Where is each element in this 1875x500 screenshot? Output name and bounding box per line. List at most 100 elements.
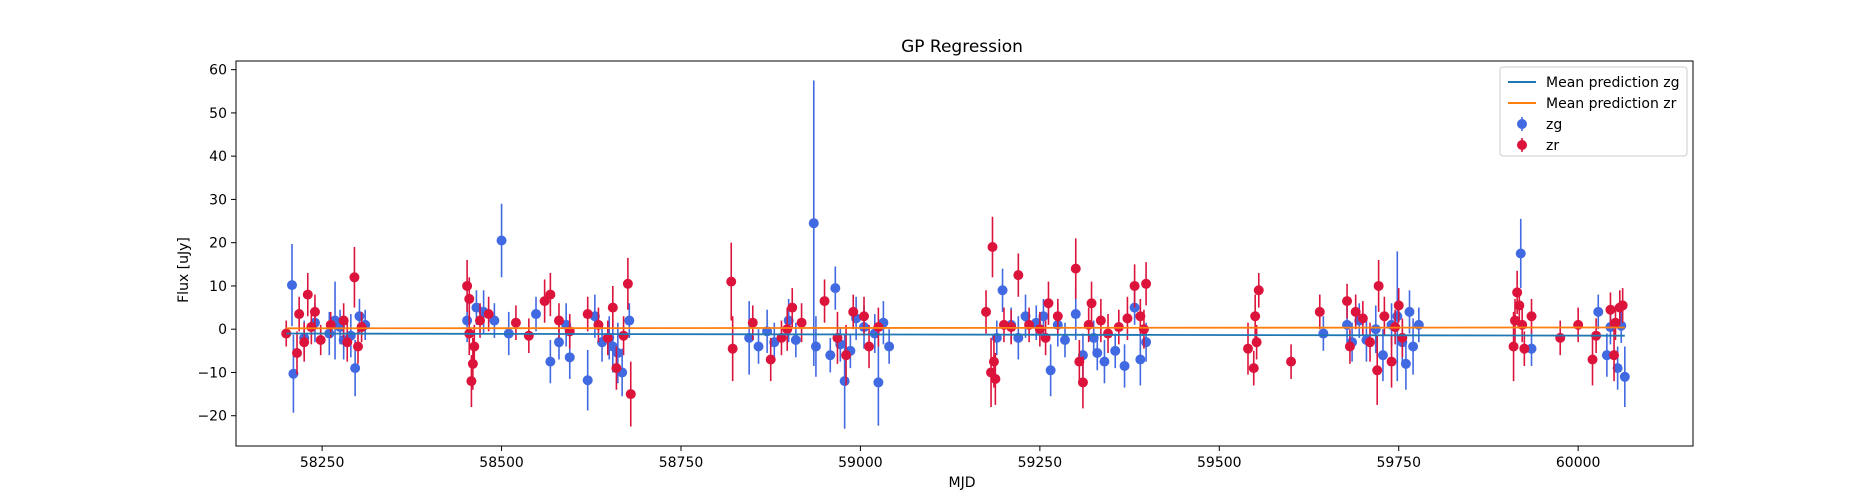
point-zr xyxy=(726,276,737,287)
point-zr xyxy=(1074,356,1085,367)
point-zr xyxy=(1122,313,1133,324)
point-zr xyxy=(1526,311,1537,322)
x-tick-label: 60000 xyxy=(1556,455,1601,471)
point-zr xyxy=(1141,278,1152,289)
point-zr xyxy=(545,289,556,300)
point-zr xyxy=(1512,287,1523,298)
point-zr xyxy=(464,293,475,304)
point-zr xyxy=(1043,298,1054,309)
point-zr xyxy=(315,335,326,346)
point-zr xyxy=(1070,263,1081,274)
point-zr xyxy=(1605,304,1616,315)
point-zr xyxy=(765,354,776,365)
point-zg xyxy=(839,376,850,387)
mean-line-zg xyxy=(286,332,1625,337)
point-zg xyxy=(286,280,297,291)
x-tick-label: 59250 xyxy=(1018,455,1063,471)
point-zr xyxy=(1248,363,1259,374)
point-zr xyxy=(1510,315,1521,326)
point-zg xyxy=(1070,309,1081,320)
point-zg xyxy=(1020,311,1031,322)
point-zg xyxy=(1092,347,1103,358)
point-zg xyxy=(1612,363,1623,374)
point-zg xyxy=(790,335,801,346)
point-zr xyxy=(1344,341,1355,352)
point-zr xyxy=(510,317,521,328)
point-zr xyxy=(1243,343,1254,354)
point-zr xyxy=(1013,270,1024,281)
point-zr xyxy=(1129,280,1140,291)
legend-swatch-zg xyxy=(1517,119,1527,129)
point-zg xyxy=(1400,358,1411,369)
point-zr xyxy=(299,337,310,348)
point-zr xyxy=(607,302,618,313)
point-zr xyxy=(1342,296,1353,307)
point-zr xyxy=(1610,317,1621,328)
point-zg xyxy=(564,352,575,363)
y-tick-label: 50 xyxy=(209,106,227,122)
point-zr xyxy=(1365,337,1376,348)
y-tick-label: 0 xyxy=(218,322,227,338)
point-zg xyxy=(1119,360,1130,371)
point-zr xyxy=(841,350,852,361)
point-zg xyxy=(810,341,821,352)
point-zg xyxy=(744,332,755,343)
point-zr xyxy=(1373,280,1384,291)
point-zg xyxy=(489,315,500,326)
point-zg xyxy=(1141,337,1152,348)
point-zr xyxy=(796,317,807,328)
y-tick-label: −20 xyxy=(197,409,227,425)
point-zr xyxy=(483,309,494,320)
point-zg xyxy=(612,347,623,358)
legend-swatch-zr xyxy=(1517,140,1527,150)
point-zr xyxy=(1052,311,1063,322)
point-zr xyxy=(353,341,364,352)
point-zg xyxy=(783,315,794,326)
point-zg xyxy=(769,337,780,348)
point-zr xyxy=(1095,315,1106,326)
point-zr xyxy=(602,332,613,343)
point-zr xyxy=(787,302,798,313)
point-zr xyxy=(1314,306,1325,317)
x-axis: 58250 58500 58750 59000 59250 59500 59750 60000 xyxy=(300,446,1601,471)
point-zg xyxy=(1110,345,1121,356)
legend-box xyxy=(1499,66,1688,157)
point-zg xyxy=(825,350,836,361)
point-zr xyxy=(523,330,534,341)
point-zr xyxy=(1609,350,1620,361)
point-zr xyxy=(1250,311,1261,322)
point-zr xyxy=(292,347,303,358)
chart-title: GP Regression xyxy=(901,37,1023,57)
x-tick-label: 58750 xyxy=(659,455,704,471)
plot-area xyxy=(235,60,1694,447)
point-zr xyxy=(622,278,633,289)
point-zr xyxy=(819,296,830,307)
point-zg xyxy=(1404,306,1415,317)
point-zr xyxy=(1386,356,1397,367)
point-zr xyxy=(618,330,629,341)
point-zr xyxy=(342,337,353,348)
x-tick-label: 59000 xyxy=(838,455,883,471)
point-zg xyxy=(354,311,365,322)
point-zr xyxy=(338,315,349,326)
point-zr xyxy=(1034,324,1045,335)
point-zr xyxy=(859,311,870,322)
point-zr xyxy=(1086,298,1097,309)
point-zr xyxy=(309,306,320,317)
point-zg xyxy=(462,315,473,326)
legend: Mean prediction zg Mean prediction zr zg zr xyxy=(1499,66,1688,157)
y-axis: −20 −10 0 10 20 30 40 50 60 xyxy=(197,63,236,425)
point-zg xyxy=(1370,324,1381,335)
y-tick-label: 40 xyxy=(209,149,227,165)
point-zr xyxy=(1555,332,1566,343)
point-zr xyxy=(747,317,758,328)
point-zg xyxy=(1515,248,1526,259)
point-zg xyxy=(753,341,764,352)
point-zg xyxy=(884,341,895,352)
point-zg xyxy=(1099,356,1110,367)
point-zr xyxy=(553,315,564,326)
x-tick-label: 58500 xyxy=(479,455,524,471)
point-zr xyxy=(987,242,998,253)
x-tick-label: 58250 xyxy=(300,455,345,471)
